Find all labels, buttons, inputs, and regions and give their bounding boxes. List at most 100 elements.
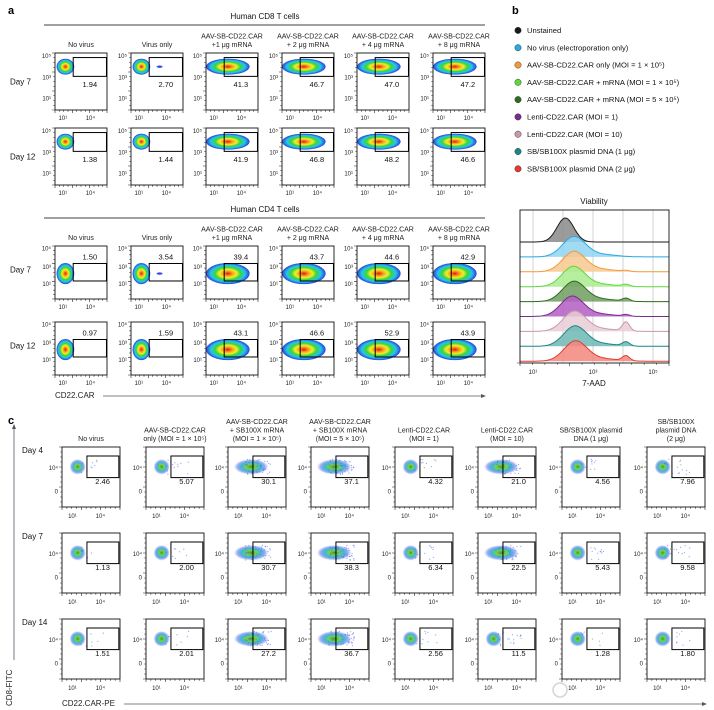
row-label: Day 12 [10, 152, 36, 161]
event-dot [517, 553, 519, 555]
x-tick-label: 10¹ [285, 305, 294, 311]
flow-plot: 36.7 10⁴ 0 10¹ 10⁴ [298, 618, 370, 692]
panel-label-c: c [8, 415, 14, 427]
x-tick-label: 10¹ [317, 514, 326, 520]
gate [671, 455, 705, 479]
y-tick-label: 10³ [118, 265, 127, 271]
x-tick-label: 10¹ [529, 370, 538, 376]
event-dot [338, 630, 340, 633]
gate [148, 57, 183, 77]
event-dot [669, 548, 672, 550]
legend-label: SB/SB100X plasmid DNA (2 μg) [527, 164, 636, 173]
y-tick-label: 10³ [118, 341, 127, 347]
y-tick-label: 0 [555, 575, 559, 581]
x-tick-label: 10⁴ [180, 599, 190, 606]
x-tick-label: 10¹ [285, 381, 294, 387]
x-tick-label: 10¹ [317, 686, 326, 692]
legend-item: AAV-SB-CD22.CAR + mRNA (MOI = 5 × 10⁵) [514, 95, 680, 104]
y-tick-label: 10³ [344, 151, 353, 157]
event-dot [80, 546, 83, 549]
y-tick-label: 10⁴ [465, 551, 475, 558]
gate-percent: 3.54 [159, 252, 174, 261]
axis-ticks [203, 52, 259, 113]
column-header: AAV-SB-CD22.CAR [428, 34, 490, 41]
event-dot [349, 559, 351, 561]
cell-population [357, 58, 401, 75]
event-dot [254, 556, 256, 558]
gate [170, 455, 204, 479]
y-tick-label: 0 [640, 489, 644, 495]
x-tick-label: 10¹ [152, 686, 161, 692]
event-dot [263, 549, 265, 551]
flow-plot: 7.96 10⁴ 0 10¹ 10⁴ [634, 446, 706, 520]
event-dot [167, 635, 170, 637]
event-dot [432, 556, 435, 558]
event-dot [500, 644, 502, 647]
gate [374, 262, 409, 282]
gate-percent: 2.46 [95, 477, 110, 486]
y-tick-label: 10¹ [193, 282, 202, 288]
event-dot [422, 638, 424, 641]
event-dot [264, 460, 266, 462]
cell-population [233, 545, 269, 561]
gate-percent: 5.07 [179, 477, 194, 486]
event-dot [578, 466, 581, 468]
gate-percent: 0.97 [83, 328, 98, 337]
event-dot [498, 464, 500, 466]
event-dot [600, 549, 602, 551]
event-dot [508, 466, 510, 468]
row-label: Day 7 [10, 77, 31, 86]
x-tick-label: 10¹ [68, 686, 77, 692]
event-dot [186, 635, 188, 638]
axis-ticks [308, 532, 370, 596]
event-dot [82, 549, 84, 551]
y-tick-label: 10⁴ [298, 551, 308, 558]
gate [450, 132, 485, 152]
flow-plot: 52.9 10⁵ 10³ 10¹ 10¹ 10⁴ [344, 321, 410, 387]
gate-percent: 4.32 [428, 477, 443, 486]
y-tick-label: 10⁴ [298, 465, 308, 472]
event-dot [512, 546, 515, 548]
cell-population [654, 459, 671, 475]
event-dot [337, 632, 339, 634]
x-tick-label: 10⁴ [345, 513, 355, 520]
gate [72, 132, 107, 152]
y-tick-label: 0 [640, 575, 644, 581]
gate-percent: 47.2 [461, 80, 476, 89]
panel-a: Human CD8 T cells No virus Virus only AAV-S… [10, 12, 490, 400]
event-dot [516, 634, 519, 637]
y-tick-label: 0 [304, 661, 308, 667]
column-header: + 4 μg mRNA [362, 235, 405, 242]
flow-plot: 42.9 10⁵ 10³ 10¹ 10¹ 10⁴ [420, 245, 486, 311]
event-dot [345, 461, 347, 463]
legend-swatch [514, 130, 522, 138]
event-dot [264, 638, 266, 640]
column-header: Lenti-CD22.CAR [398, 428, 450, 435]
event-dot [248, 470, 250, 472]
event-dot [97, 640, 99, 643]
gate [335, 541, 369, 565]
y-tick-label: 10¹ [42, 172, 51, 178]
flow-plot: 11.5 10⁴ 0 10¹ 10⁴ [465, 618, 537, 692]
y-tick-label: 10¹ [344, 358, 353, 364]
event-dot [173, 548, 175, 550]
event-dot [256, 471, 258, 473]
cell-population [357, 338, 401, 361]
y-tick-label: 10¹ [118, 358, 127, 364]
event-dot [248, 642, 250, 644]
y-tick-label: 10⁵ [420, 322, 430, 329]
event-dot [80, 644, 82, 646]
event-dot [259, 459, 261, 461]
gate [502, 541, 536, 565]
column-header: + SB100X mRNA [313, 428, 368, 435]
event-dot [590, 468, 592, 470]
column-header: Virus only [142, 42, 173, 49]
y-tick-label: 10¹ [344, 97, 353, 103]
cell-population [132, 58, 151, 75]
gate-percent: 37.1 [344, 477, 359, 486]
y-tick-label: 10³ [344, 265, 353, 271]
gate [502, 455, 536, 479]
event-dot [595, 460, 597, 462]
event-dot [96, 461, 98, 463]
flow-plot: 2.00 10⁴ 0 10¹ 10⁴ [133, 532, 205, 606]
